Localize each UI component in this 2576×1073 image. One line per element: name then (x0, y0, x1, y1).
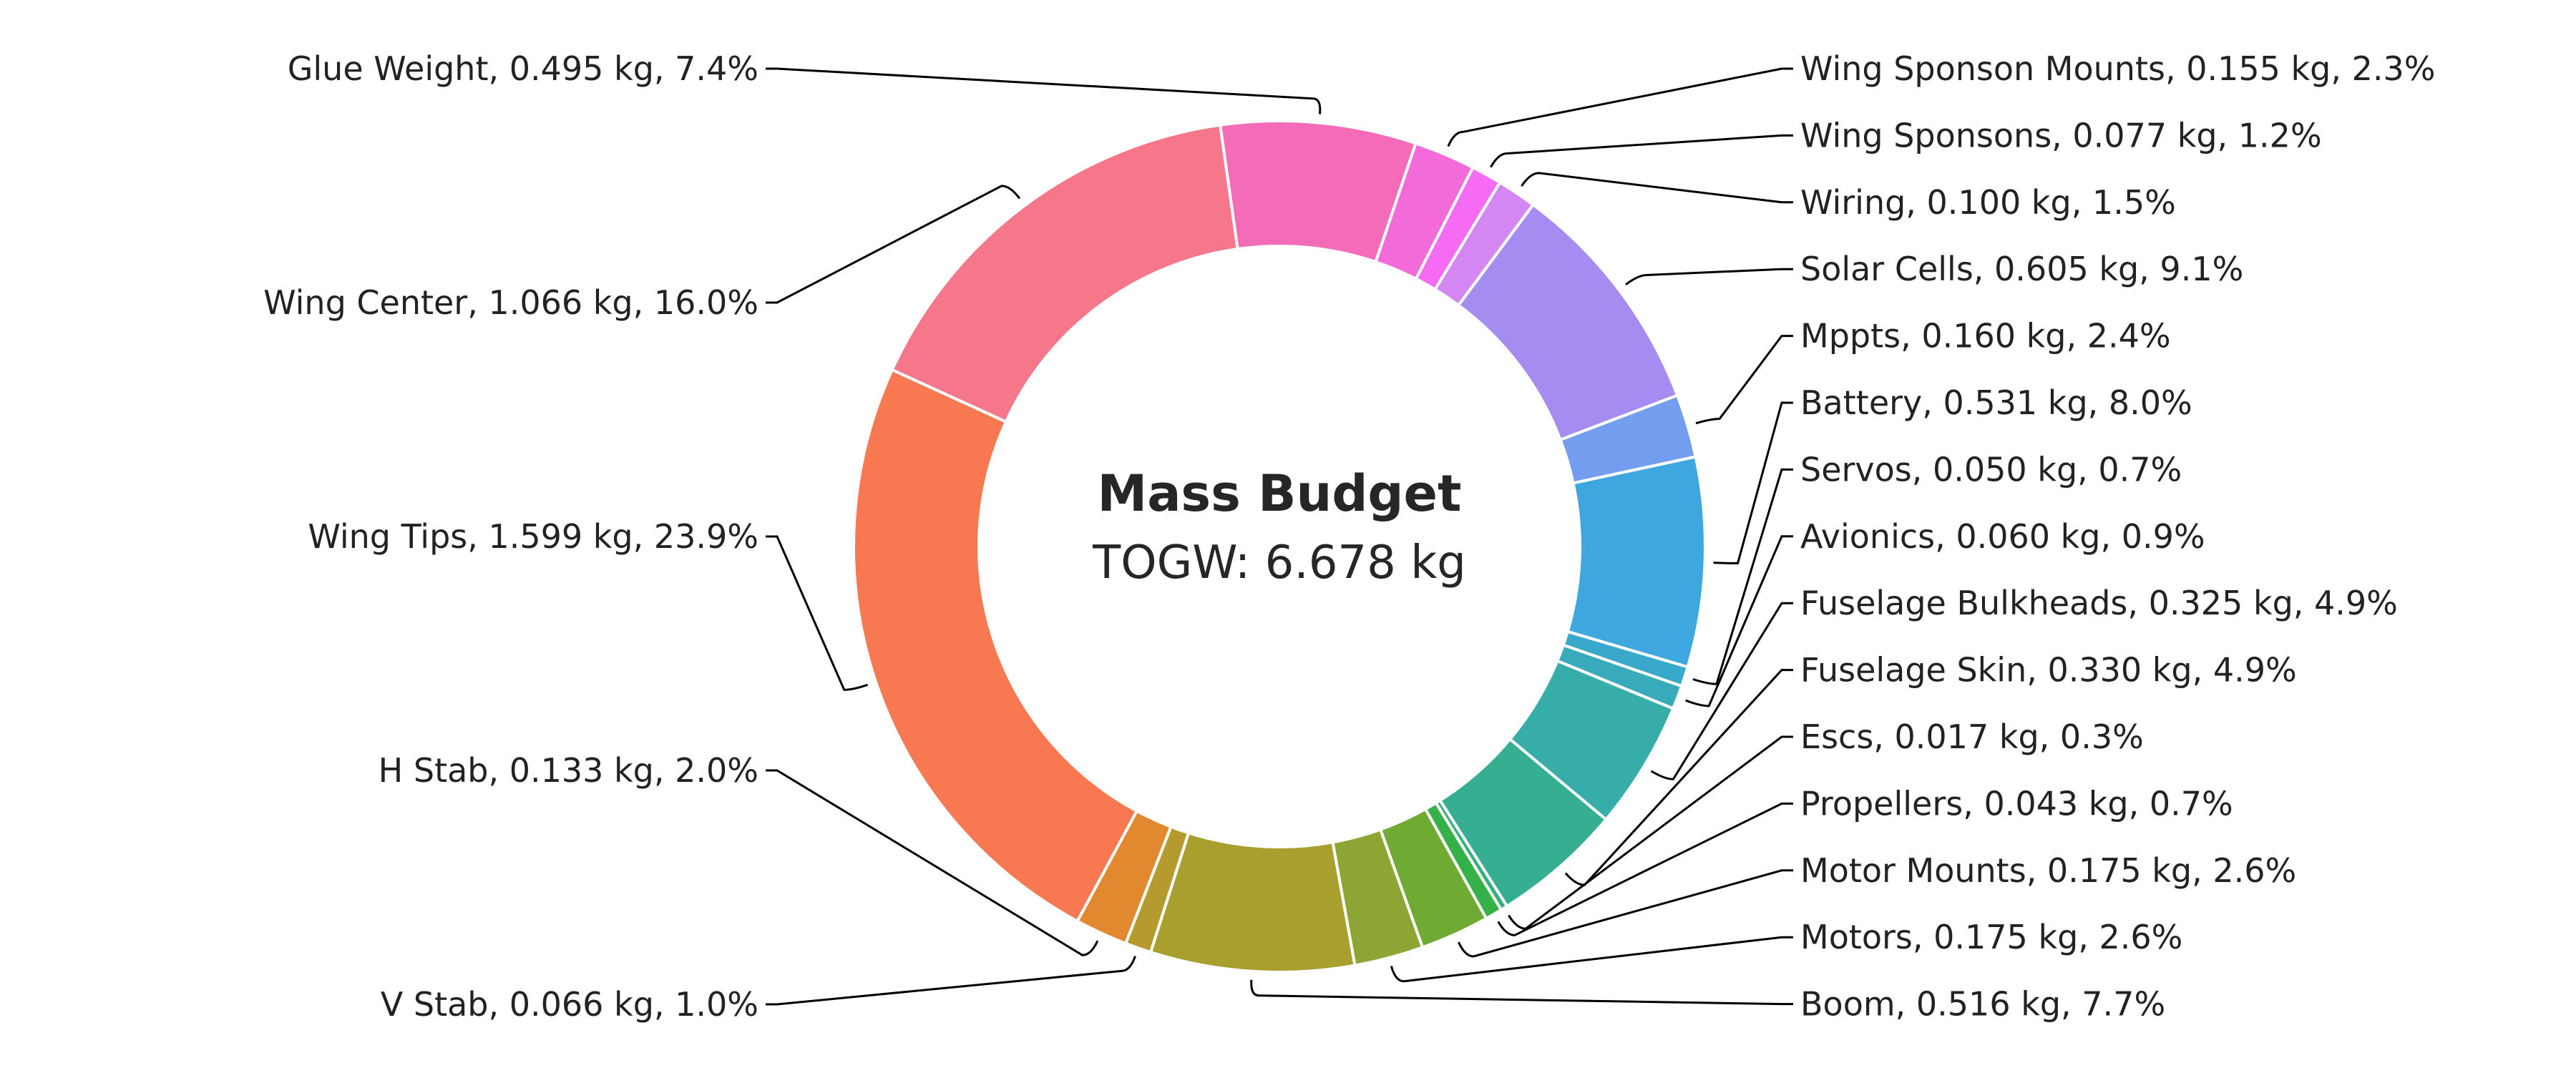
slice-wing-tips (852, 368, 1139, 923)
leader-line-boom (1250, 979, 1793, 1006)
leader-line-motor-mounts (1458, 869, 1793, 958)
slice-wing-center (890, 123, 1239, 424)
slice-label-fuselage-bulkheads: Fuselage Bulkheads, 0.325 kg, 4.9% (1800, 584, 2398, 622)
leader-line-v-stab (766, 956, 1136, 1006)
slice-label-servos: Servos, 0.050 kg, 0.7% (1800, 450, 2182, 489)
slice-label-h-stab: H Stab, 0.133 kg, 2.0% (379, 751, 758, 790)
slice-label-wing-sponson-mounts: Wing Sponson Mounts, 0.155 kg, 2.3% (1800, 49, 2435, 88)
slice-label-motor-mounts: Motor Mounts, 0.175 kg, 2.6% (1800, 851, 2296, 890)
slice-label-wing-center: Wing Center, 1.066 kg, 16.0% (263, 283, 758, 322)
leader-line-solar-cells (1625, 268, 1793, 285)
leader-line-wiring (1521, 172, 1793, 204)
donut-slices (852, 119, 1707, 974)
leader-line-propellers (1497, 802, 1793, 936)
slice-label-avionics: Avionics, 0.060 kg, 0.9% (1800, 517, 2205, 556)
leader-line-wing-center (766, 185, 1021, 304)
slice-label-motors: Motors, 0.175 kg, 2.6% (1800, 918, 2182, 956)
slice-label-wing-tips: Wing Tips, 1.599 kg, 23.9% (308, 517, 758, 556)
leader-line-fuselage-bulkheads (1650, 602, 1793, 780)
leader-line-wing-tips (766, 535, 869, 691)
leader-line-servos (1692, 468, 1793, 685)
leader-lines (766, 67, 1793, 1006)
slice-label-propellers: Propellers, 0.043 kg, 0.7% (1800, 784, 2233, 823)
slice-label-glue-weight: Glue Weight, 0.495 kg, 7.4% (288, 49, 758, 88)
leader-line-wing-sponson-mounts (1447, 67, 1793, 147)
slice-label-escs: Escs, 0.017 kg, 0.3% (1800, 717, 2144, 756)
chart-subtitle: TOGW: 6.678 kg (1092, 536, 1466, 589)
slice-label-battery: Battery, 0.531 kg, 8.0% (1800, 383, 2192, 422)
slice-label-wing-sponsons: Wing Sponsons, 0.077 kg, 1.2% (1800, 116, 2322, 155)
slice-labels: Glue Weight, 0.495 kg, 7.4% Wing Sponson … (263, 49, 2435, 1024)
slice-label-mppts: Mppts, 0.160 kg, 2.4% (1800, 317, 2171, 356)
leader-line-mppts (1695, 335, 1793, 425)
leader-line-glue-weight (766, 67, 1322, 114)
leader-line-h-stab (766, 769, 1099, 956)
slice-label-v-stab: V Stab, 0.066 kg, 1.0% (381, 985, 758, 1024)
leader-line-avionics (1685, 535, 1793, 707)
slice-label-fuselage-skin: Fuselage Skin, 0.330 kg, 4.9% (1800, 651, 2297, 690)
slice-label-wiring: Wiring, 0.100 kg, 1.5% (1800, 183, 2176, 222)
slice-label-solar-cells: Solar Cells, 0.605 kg, 9.1% (1800, 250, 2243, 288)
leader-line-motors (1390, 936, 1793, 983)
leader-line-wing-sponsons (1490, 134, 1793, 168)
leader-line-battery (1713, 401, 1793, 564)
slice-label-boom: Boom, 0.516 kg, 7.7% (1800, 985, 2165, 1024)
slice-battery (1566, 455, 1707, 669)
chart-title: Mass Budget (1098, 464, 1462, 523)
